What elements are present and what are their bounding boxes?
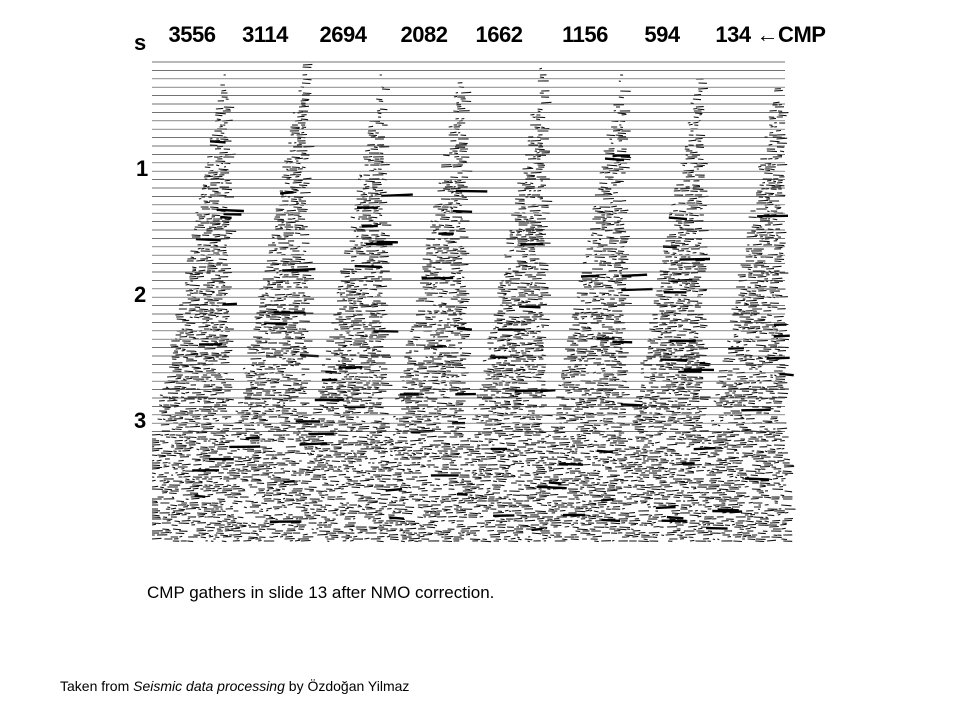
cmp-label-1662: 1662 (475, 22, 523, 47)
source-credit: Taken from Seismic data processing by Öz… (60, 678, 409, 694)
credit-prefix: Taken from (60, 678, 134, 694)
figure-caption: CMP gathers in slide 13 after NMO correc… (147, 583, 495, 602)
time-tick-1: 1 (136, 156, 149, 181)
cmp-label-2082: 2082 (400, 22, 448, 47)
time-tick-3: 3 (134, 408, 147, 433)
time-unit-label: s (134, 30, 147, 55)
cmp-label-1156: 1156 (562, 22, 608, 47)
cmp-label-3556: 3556 (168, 22, 216, 47)
time-tick-2: 2 (134, 282, 147, 307)
cmp-label-2694: 2694 (319, 22, 367, 47)
timing-lines (152, 61, 785, 432)
credit-author: by Özdoğan Yilmaz (284, 678, 410, 694)
credit-book-title: Seismic data processing (133, 678, 285, 694)
cmp-label-134: 134 (715, 22, 751, 47)
seismic-figure: 3556 3114 2694 2082 1662 1156 594 134 ←C… (110, 10, 840, 580)
cmp-label-3114: 3114 (242, 22, 288, 47)
cmp-label-594: 594 (644, 22, 680, 47)
seismic-panel (151, 61, 796, 543)
cmp-marker: ←CMP (756, 22, 826, 47)
seismic-texture (151, 63, 796, 543)
